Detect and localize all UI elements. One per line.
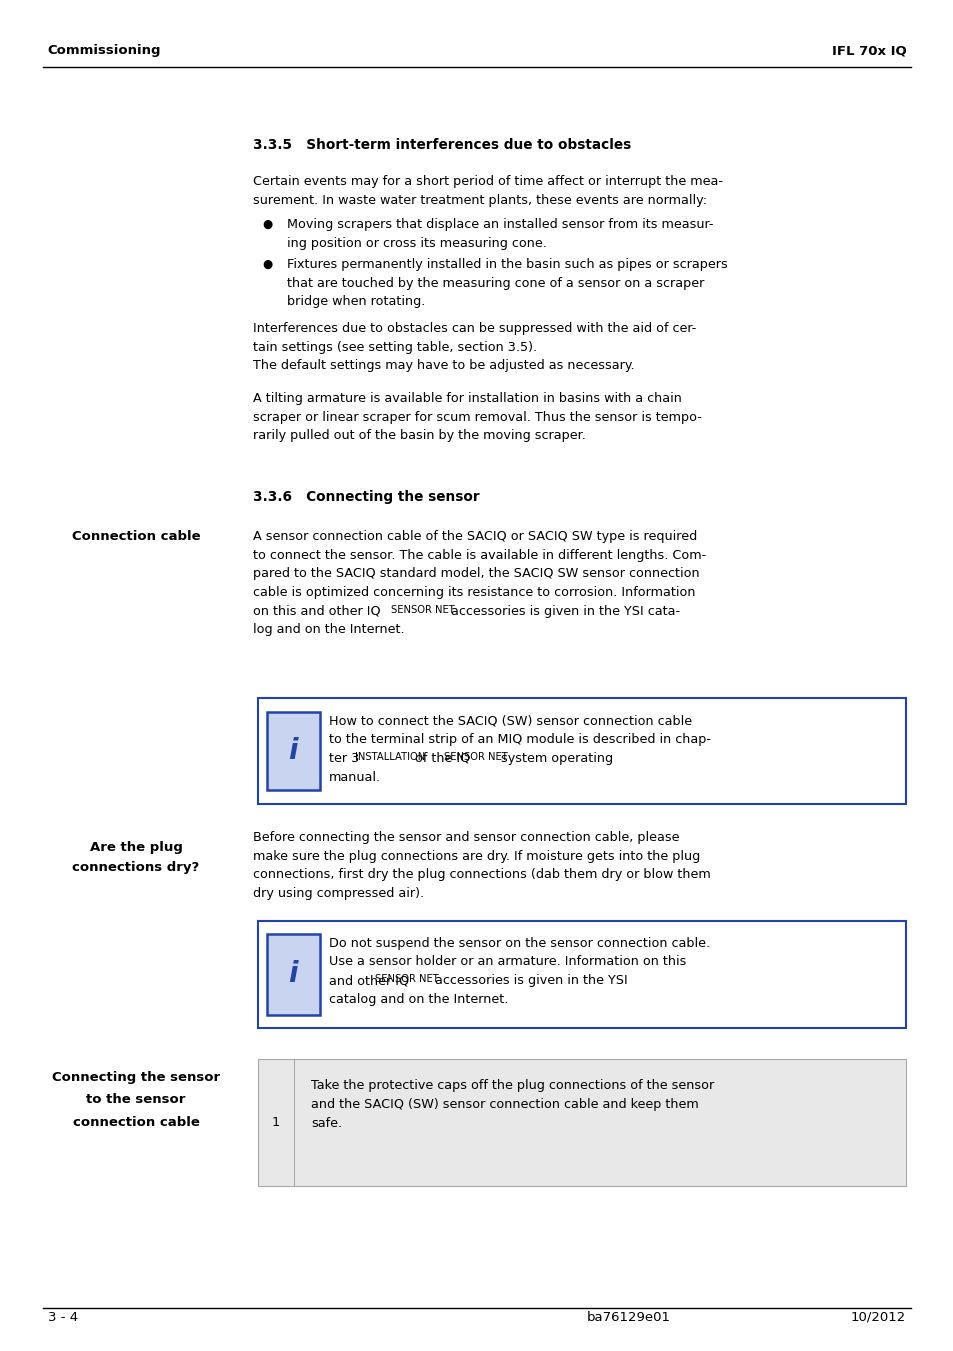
Text: ba76129e01: ba76129e01 bbox=[586, 1310, 670, 1324]
Text: dry using compressed air).: dry using compressed air). bbox=[253, 886, 423, 900]
Text: of the IQ: of the IQ bbox=[411, 753, 474, 765]
Text: that are touched by the measuring cone of a sensor on a scraper: that are touched by the measuring cone o… bbox=[287, 277, 703, 289]
FancyBboxPatch shape bbox=[257, 920, 905, 1028]
Text: Commissioning: Commissioning bbox=[48, 45, 161, 58]
Text: on this and other IQ: on this and other IQ bbox=[253, 605, 384, 617]
Text: Use a sensor holder or an armature. Information on this: Use a sensor holder or an armature. Info… bbox=[329, 955, 686, 969]
Text: i: i bbox=[289, 961, 297, 989]
Text: ing position or cross its measuring cone.: ing position or cross its measuring cone… bbox=[287, 236, 546, 250]
Text: 1: 1 bbox=[272, 1116, 279, 1129]
Text: make sure the plug connections are dry. If moisture gets into the plug: make sure the plug connections are dry. … bbox=[253, 850, 700, 863]
Text: A tilting armature is available for installation in basins with a chain: A tilting armature is available for inst… bbox=[253, 392, 681, 405]
Text: to connect the sensor. The cable is available in different lengths. Com-: to connect the sensor. The cable is avai… bbox=[253, 549, 705, 562]
Text: connection cable: connection cable bbox=[72, 1116, 199, 1129]
Text: system operating: system operating bbox=[497, 753, 613, 765]
Text: IFL 70x IQ: IFL 70x IQ bbox=[831, 45, 905, 58]
Text: surement. In waste water treatment plants, these events are normally:: surement. In waste water treatment plant… bbox=[253, 193, 706, 207]
FancyBboxPatch shape bbox=[267, 712, 319, 790]
Text: Moving scrapers that displace an installed sensor from its measur-: Moving scrapers that displace an install… bbox=[287, 218, 713, 231]
Text: ●: ● bbox=[262, 258, 273, 272]
Text: SENSOR NET: SENSOR NET bbox=[391, 605, 454, 615]
Text: ter 3: ter 3 bbox=[329, 753, 363, 765]
Text: Connection cable: Connection cable bbox=[71, 530, 200, 543]
Text: to the sensor: to the sensor bbox=[86, 1093, 186, 1106]
Text: accessories is given in the YSI cata-: accessories is given in the YSI cata- bbox=[446, 605, 679, 617]
Text: to the terminal strip of an MIQ module is described in chap-: to the terminal strip of an MIQ module i… bbox=[329, 734, 710, 746]
Text: catalog and on the Internet.: catalog and on the Internet. bbox=[329, 993, 508, 1005]
Text: The default settings may have to be adjusted as necessary.: The default settings may have to be adju… bbox=[253, 359, 634, 373]
Text: ●: ● bbox=[262, 218, 273, 231]
Text: A sensor connection cable of the SACIQ or SACIQ SW type is required: A sensor connection cable of the SACIQ o… bbox=[253, 530, 697, 543]
Text: Do not suspend the sensor on the sensor connection cable.: Do not suspend the sensor on the sensor … bbox=[329, 936, 710, 950]
Text: tain settings (see setting table, section 3.5).: tain settings (see setting table, sectio… bbox=[253, 340, 537, 354]
Text: How to connect the SACIQ (SW) sensor connection cable: How to connect the SACIQ (SW) sensor con… bbox=[329, 715, 692, 728]
Text: SENSOR NET: SENSOR NET bbox=[443, 753, 507, 762]
Text: safe.: safe. bbox=[311, 1116, 342, 1129]
Text: scraper or linear scraper for scum removal. Thus the sensor is tempo-: scraper or linear scraper for scum remov… bbox=[253, 411, 701, 424]
Text: log and on the Internet.: log and on the Internet. bbox=[253, 623, 404, 636]
Text: Certain events may for a short period of time affect or interrupt the mea-: Certain events may for a short period of… bbox=[253, 174, 722, 188]
Text: pared to the SACIQ standard model, the SACIQ SW sensor connection: pared to the SACIQ standard model, the S… bbox=[253, 567, 699, 581]
Text: 10/2012: 10/2012 bbox=[850, 1310, 905, 1324]
Text: manual.: manual. bbox=[329, 770, 381, 784]
Text: bridge when rotating.: bridge when rotating. bbox=[287, 296, 425, 308]
Text: Interferences due to obstacles can be suppressed with the aid of cer-: Interferences due to obstacles can be su… bbox=[253, 322, 696, 335]
Text: and the SACIQ (SW) sensor connection cable and keep them: and the SACIQ (SW) sensor connection cab… bbox=[311, 1098, 698, 1111]
Text: and other IQ: and other IQ bbox=[329, 974, 413, 988]
Text: cable is optimized concerning its resistance to corrosion. Information: cable is optimized concerning its resist… bbox=[253, 586, 695, 598]
Text: rarily pulled out of the basin by the moving scraper.: rarily pulled out of the basin by the mo… bbox=[253, 430, 585, 442]
Text: connections, first dry the plug connections (dab them dry or blow them: connections, first dry the plug connecti… bbox=[253, 869, 710, 881]
FancyBboxPatch shape bbox=[267, 934, 319, 1015]
Text: accessories is given in the YSI: accessories is given in the YSI bbox=[431, 974, 627, 988]
Text: Fixtures permanently installed in the basin such as pipes or scrapers: Fixtures permanently installed in the ba… bbox=[287, 258, 727, 272]
Text: INSTALLATION: INSTALLATION bbox=[355, 753, 425, 762]
Text: i: i bbox=[289, 738, 297, 765]
Text: 3 - 4: 3 - 4 bbox=[48, 1310, 78, 1324]
Text: Are the plug: Are the plug bbox=[90, 840, 182, 854]
FancyBboxPatch shape bbox=[257, 698, 905, 804]
Text: Connecting the sensor: Connecting the sensor bbox=[51, 1070, 220, 1084]
FancyBboxPatch shape bbox=[257, 1059, 905, 1186]
Text: SENSOR NET: SENSOR NET bbox=[375, 974, 438, 984]
Text: connections dry?: connections dry? bbox=[72, 861, 199, 874]
Text: 3.3.5   Short-term interferences due to obstacles: 3.3.5 Short-term interferences due to ob… bbox=[253, 138, 630, 151]
Text: Take the protective caps off the plug connections of the sensor: Take the protective caps off the plug co… bbox=[311, 1079, 714, 1093]
Text: Before connecting the sensor and sensor connection cable, please: Before connecting the sensor and sensor … bbox=[253, 831, 679, 844]
Text: 3.3.6   Connecting the sensor: 3.3.6 Connecting the sensor bbox=[253, 490, 479, 504]
